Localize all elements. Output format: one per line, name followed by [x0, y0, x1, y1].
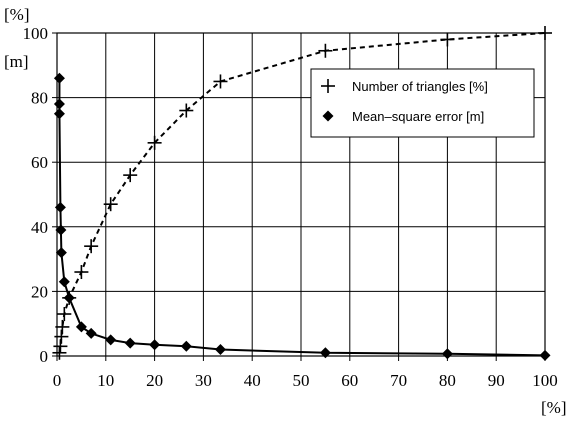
y-axis: 0 20 40 60 80 100 — [23, 24, 57, 366]
legend-marker-triangles — [321, 79, 335, 93]
data-point-error — [53, 98, 65, 110]
y-tick-label: 20 — [31, 282, 48, 301]
data-point-error — [58, 276, 70, 288]
x-tick-label: 30 — [195, 371, 212, 390]
data-point-error — [63, 292, 75, 304]
data-point-triangles — [74, 265, 89, 280]
series-layer — [52, 26, 552, 361]
data-point-error — [441, 348, 453, 360]
y-tick-label: 100 — [23, 24, 49, 43]
data-point-error — [180, 340, 192, 352]
series-line — [58, 78, 546, 357]
data-point-triangles — [213, 74, 228, 89]
y-tick-label: 60 — [31, 153, 48, 172]
data-point-error — [214, 344, 226, 356]
x-tick-label: 90 — [488, 371, 505, 390]
data-point-error — [539, 349, 551, 361]
data-point-triangles — [179, 103, 194, 118]
legend-marker-error — [322, 110, 334, 122]
y-tick-label: 0 — [40, 347, 49, 366]
legend-label-error: Mean–square error [m] — [352, 109, 484, 124]
data-point-error — [124, 337, 136, 349]
x-axis-label: [%] — [541, 398, 566, 417]
y-tick-label: 40 — [31, 218, 48, 237]
data-point-error — [85, 327, 97, 339]
data-point-error — [55, 247, 67, 259]
x-tick-label: 10 — [97, 371, 114, 390]
y-tick-label: 80 — [31, 89, 48, 108]
data-point-triangles — [318, 43, 333, 58]
data-point-triangles — [123, 168, 138, 183]
data-point-error — [105, 334, 117, 346]
data-point-triangles — [57, 307, 72, 322]
data-point-error — [75, 321, 87, 333]
x-tick-label: 0 — [53, 371, 62, 390]
data-point-triangles — [538, 26, 552, 40]
legend-label-triangles: Number of triangles [%] — [352, 79, 488, 94]
x-tick-label: 20 — [146, 371, 163, 390]
legend-box — [310, 68, 535, 138]
legend-diamond-icon — [322, 110, 334, 122]
data-point-triangles — [55, 319, 70, 334]
data-point-error — [149, 339, 161, 351]
data-point-triangles — [147, 135, 162, 150]
x-tick-label: 80 — [439, 371, 456, 390]
legend: Number of triangles [%] Mean–square erro… — [310, 68, 535, 138]
data-point-triangles — [103, 197, 118, 212]
data-point-triangles — [84, 239, 99, 254]
data-point-triangles — [53, 339, 68, 354]
data-point-triangles — [54, 329, 69, 344]
data-point-triangles — [440, 32, 455, 47]
data-point-error — [53, 72, 65, 84]
data-point-error — [55, 224, 67, 236]
data-point-triangles — [52, 345, 67, 360]
x-tick-label: 70 — [390, 371, 407, 390]
y-unit-meters: [m] — [4, 52, 29, 71]
legend-plus-icon — [321, 79, 335, 93]
x-tick-label: 40 — [244, 371, 261, 390]
x-tick-label: 50 — [293, 371, 310, 390]
x-axis: 0 10 20 30 40 50 60 70 80 90 100 — [53, 356, 558, 390]
data-point-error — [53, 108, 65, 120]
data-point-error — [54, 201, 66, 213]
x-tick-label: 100 — [532, 371, 558, 390]
data-point-error — [319, 347, 331, 359]
x-tick-label: 60 — [341, 371, 358, 390]
y-unit-percent: [%] — [4, 5, 29, 24]
